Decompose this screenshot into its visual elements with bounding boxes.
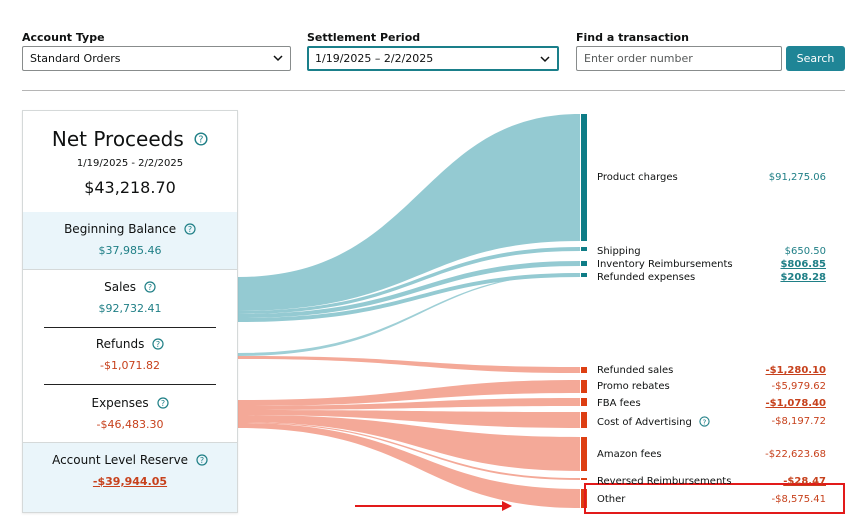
net-proceeds-header: Net Proceeds ? 1/19/2025 - 2/2/2025 $43,… bbox=[23, 127, 237, 197]
svg-text:?: ? bbox=[148, 283, 152, 292]
shipping-label: Shipping bbox=[597, 246, 641, 257]
expense-flows bbox=[238, 356, 580, 508]
promo-rebates-value: -$5,979.62 bbox=[771, 381, 826, 392]
svg-text:?: ? bbox=[156, 340, 160, 349]
beginning-balance-section: Beginning Balance ? $37,985.46 bbox=[23, 212, 237, 269]
svg-text:?: ? bbox=[188, 225, 192, 234]
bar-reversed-reimbursements bbox=[581, 478, 587, 480]
bar-fba-fees bbox=[581, 398, 587, 406]
account-type-select[interactable]: Standard Orders bbox=[22, 46, 291, 71]
expenses-label: Expenses bbox=[91, 396, 149, 410]
flow-product-charges bbox=[238, 114, 580, 311]
chevron-down-icon bbox=[540, 56, 550, 63]
help-icon[interactable]: ? bbox=[144, 281, 156, 293]
refunds-value: -$1,071.82 bbox=[100, 359, 160, 372]
promo-rebates-label: Promo rebates bbox=[597, 381, 670, 392]
cost-of-advertising-row: Cost of Advertising ? bbox=[597, 416, 710, 428]
bar-product-charges bbox=[581, 114, 587, 241]
flow-inventory-reimbursements bbox=[238, 261, 580, 318]
other-value: -$8,575.41 bbox=[771, 494, 826, 505]
beginning-balance-value: $37,985.46 bbox=[98, 244, 162, 257]
net-proceeds-title: Net Proceeds bbox=[51, 127, 184, 151]
help-icon[interactable]: ? bbox=[699, 416, 710, 427]
bar-shipping bbox=[581, 247, 587, 251]
reserve-section: Account Level Reserve ? -$39,944.05 bbox=[23, 443, 237, 512]
net-proceeds-panel: Net Proceeds ? 1/19/2025 - 2/2/2025 $43,… bbox=[22, 110, 238, 513]
cost-of-advertising-label: Cost of Advertising bbox=[597, 417, 692, 428]
bar-refunded-sales bbox=[581, 367, 587, 373]
header-divider bbox=[22, 90, 845, 91]
sales-label: Sales bbox=[104, 280, 137, 294]
svg-text:?: ? bbox=[199, 135, 204, 146]
flow-refunded-sales bbox=[238, 356, 580, 373]
refunded-expenses-link[interactable]: $208.28 bbox=[780, 272, 826, 283]
help-icon[interactable]: ? bbox=[184, 223, 196, 235]
product-charges-value: $91,275.06 bbox=[768, 172, 826, 183]
highlight-box bbox=[584, 483, 845, 514]
cost-of-advertising-value: -$8,197.72 bbox=[771, 416, 826, 427]
inventory-reimbursements-label: Inventory Reimbursements bbox=[597, 259, 733, 270]
fba-fees-link[interactable]: -$1,078.40 bbox=[765, 398, 826, 409]
bar-refunded-expenses bbox=[581, 273, 587, 277]
refunds-section: Refunds ? -$1,071.82 bbox=[23, 337, 237, 372]
order-number-input[interactable] bbox=[576, 46, 782, 71]
flow-amazon-fees bbox=[238, 415, 580, 471]
reversed-reimbursements-link[interactable]: -$28.47 bbox=[783, 476, 826, 487]
annotation-arrowhead bbox=[502, 501, 512, 511]
help-icon[interactable]: ? bbox=[152, 338, 164, 350]
refunded-expenses-label: Refunded expenses bbox=[597, 272, 696, 283]
refunded-sales-label: Refunded sales bbox=[597, 365, 674, 376]
settlement-period-value: 1/19/2025 – 2/2/2025 bbox=[315, 52, 434, 65]
shipping-value: $650.50 bbox=[784, 246, 826, 257]
net-proceeds-total: $43,218.70 bbox=[84, 178, 176, 197]
fba-fees-label: FBA fees bbox=[597, 398, 641, 409]
reversed-reimbursements-label: Reversed Reimbursements bbox=[597, 476, 732, 487]
refunds-separator bbox=[44, 384, 216, 385]
bar-cost-of-advertising bbox=[581, 412, 587, 428]
other-label: Other bbox=[597, 494, 626, 505]
reserve-value-link[interactable]: -$39,944.05 bbox=[92, 475, 168, 488]
flow-cost-of-advertising bbox=[238, 410, 580, 428]
bar-inventory-reimbursements bbox=[581, 261, 587, 266]
amazon-fees-label: Amazon fees bbox=[597, 449, 662, 460]
sales-flows bbox=[238, 114, 580, 356]
account-type-value: Standard Orders bbox=[30, 52, 121, 65]
find-transaction-label: Find a transaction bbox=[576, 31, 689, 44]
bar-promo-rebates bbox=[581, 380, 587, 393]
expenses-section: Expenses ? -$46,483.30 bbox=[23, 396, 237, 431]
bar-amazon-fees bbox=[581, 437, 587, 471]
beginning-balance-label: Beginning Balance bbox=[64, 222, 177, 236]
amazon-fees-value: -$22,623.68 bbox=[765, 449, 826, 460]
settlement-period-select[interactable]: 1/19/2025 – 2/2/2025 bbox=[307, 46, 559, 71]
sales-value: $92,732.41 bbox=[98, 302, 162, 315]
expenses-value: -$46,483.30 bbox=[96, 418, 164, 431]
net-proceeds-date-range: 1/19/2025 - 2/2/2025 bbox=[76, 158, 184, 169]
net-proceeds-title-row: Net Proceeds ? bbox=[23, 127, 237, 151]
search-button[interactable]: Search bbox=[786, 46, 845, 71]
sales-bars bbox=[581, 114, 587, 277]
svg-text:?: ? bbox=[200, 456, 204, 465]
svg-text:?: ? bbox=[160, 399, 164, 408]
help-icon[interactable]: ? bbox=[156, 397, 169, 409]
sales-separator bbox=[44, 327, 216, 328]
flow-fba-fees bbox=[238, 398, 580, 410]
product-charges-label: Product charges bbox=[597, 172, 678, 183]
settlement-period-label: Settlement Period bbox=[307, 31, 421, 44]
chevron-down-icon bbox=[273, 55, 283, 62]
refunded-sales-link[interactable]: -$1,280.10 bbox=[765, 365, 826, 376]
refunds-label: Refunds bbox=[95, 337, 145, 351]
section-divider bbox=[23, 269, 237, 270]
help-icon[interactable]: ? bbox=[196, 454, 208, 466]
reserve-label: Account Level Reserve bbox=[52, 453, 189, 467]
inventory-reimbursements-link[interactable]: $806.85 bbox=[780, 259, 826, 270]
sales-section: Sales ? $92,732.41 bbox=[23, 280, 237, 315]
svg-text:?: ? bbox=[703, 417, 707, 426]
flow-promo-rebates bbox=[238, 380, 580, 406]
flow-other bbox=[238, 423, 580, 508]
help-icon[interactable]: ? bbox=[194, 132, 208, 146]
section-divider bbox=[23, 442, 237, 443]
account-type-label: Account Type bbox=[22, 31, 105, 44]
